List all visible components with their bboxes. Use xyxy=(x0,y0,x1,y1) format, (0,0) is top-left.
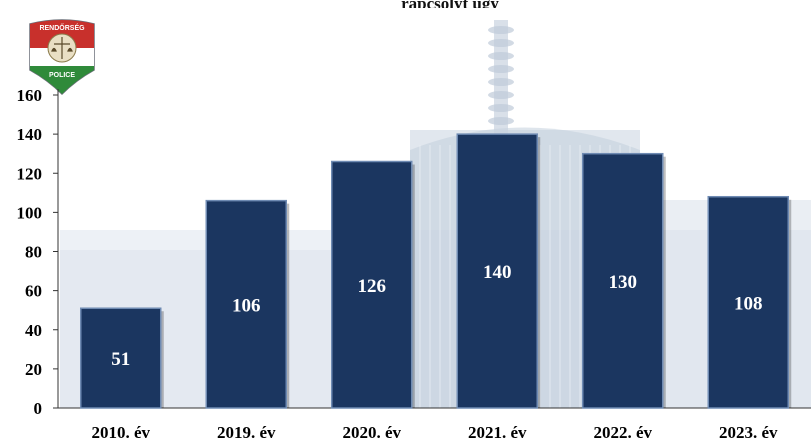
bar-value-label: 126 xyxy=(358,276,387,297)
bar-value-label: 130 xyxy=(609,272,638,293)
y-tick-label: 0 xyxy=(34,399,43,418)
y-tick-label: 120 xyxy=(17,164,43,183)
x-category-label: 2020. év xyxy=(342,423,401,442)
x-category-label: 2023. év xyxy=(719,423,778,442)
y-tick-label: 80 xyxy=(25,243,42,262)
logo-top-text: RENDŐRSÉG xyxy=(39,23,85,32)
bar-value-label: 106 xyxy=(232,295,261,316)
bar xyxy=(331,160,413,409)
x-category-label: 2019. év xyxy=(217,423,276,442)
y-tick-label: 160 xyxy=(17,86,43,105)
y-tick-label: 60 xyxy=(25,282,42,301)
x-category-label: 2010. év xyxy=(91,423,150,442)
police-badge-logo: RENDŐRSÉG POLICE xyxy=(29,19,95,96)
labels: 0 20 40 60 80 100 120 140 160 51 2010. év 106 2019. … xyxy=(17,86,779,442)
bar xyxy=(707,195,789,409)
y-tick-label: 100 xyxy=(17,203,43,222)
bar-value-label: 108 xyxy=(734,293,763,314)
x-category-label: 2022. év xyxy=(593,423,652,442)
x-category-label: 2021. év xyxy=(468,423,527,442)
bar-value-label: 140 xyxy=(483,262,512,283)
y-tick-label: 40 xyxy=(25,321,42,340)
bar-value-label: 51 xyxy=(111,349,130,370)
building-background xyxy=(60,20,811,408)
bars xyxy=(80,133,792,409)
bar xyxy=(80,307,162,409)
bar xyxy=(582,152,664,409)
axes xyxy=(53,89,811,409)
bar xyxy=(205,199,287,409)
y-tick-label: 20 xyxy=(25,360,42,379)
bar xyxy=(456,133,538,409)
y-tick-label: 140 xyxy=(17,125,43,144)
chart-title-fragment: rapcsolyt ugy xyxy=(300,0,600,8)
logo-bottom-text: POLICE xyxy=(49,72,75,79)
